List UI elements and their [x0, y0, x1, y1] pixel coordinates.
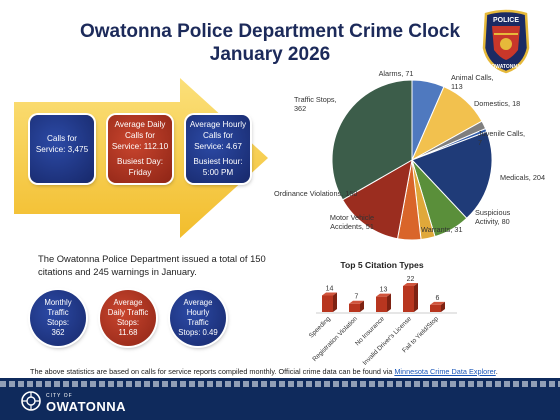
- footnote: The above statistics are based on calls …: [30, 367, 540, 376]
- badge-top-text: POLICE: [493, 17, 519, 24]
- daily-line3: Service: 112.10: [111, 142, 169, 151]
- monthly-line3: Stops:: [46, 318, 70, 327]
- police-badge-icon: POLICE OWATONNA: [482, 9, 530, 74]
- average-daily-calls-box: Average Daily Calls for Service: 112.10 …: [108, 115, 172, 183]
- footer-city-label: CITY OF: [46, 393, 73, 399]
- city-logo-icon: [21, 391, 41, 411]
- pie-label-domestics: Domestics, 18: [474, 99, 520, 108]
- pie-label-animal-calls: Animal Calls, 113: [451, 73, 494, 91]
- calls-pie-chart: Alarms, 71 Animal Calls, 113 Domestics, 18 J…: [274, 69, 545, 241]
- citation-value-no-insurance: 13: [380, 287, 388, 294]
- calls-line1: Calls for: [46, 134, 78, 143]
- hourly-circle-line4: Stops: 0.49: [178, 328, 218, 337]
- daily-circle-line1: Average: [113, 298, 143, 307]
- pie-label-traffic-stops: Traffic Stops, 362: [294, 95, 337, 113]
- citation-value-speeding: 14: [326, 285, 334, 292]
- citation-value-registration-violation: 7: [355, 294, 359, 301]
- badge-bottom-text: OWATONNA: [491, 64, 521, 70]
- footer-pattern: [0, 381, 560, 387]
- daily-line1: Average Daily: [114, 120, 166, 129]
- page-subtitle: January 2026: [209, 44, 331, 65]
- citation-bar-speeding: [322, 292, 337, 312]
- daily-line2: Calls for: [124, 131, 156, 140]
- citation-bar-invalid-driver-s-license: [403, 283, 418, 312]
- pie-label-ordinance-violations: Ordinance Violations, 150: [274, 189, 357, 198]
- busiest-day-label: Busiest Day:: [117, 157, 163, 166]
- pie-label-motor-vehicle-accidents: Motor Vehicle Accidents, 51: [330, 213, 374, 231]
- daily-circle-line2: Daily Traffic: [107, 308, 149, 317]
- monthly-line2: Traffic: [47, 308, 69, 317]
- citation-category-speeding: Speeding: [308, 315, 332, 339]
- pie-label-alarms: Alarms, 71: [379, 69, 414, 78]
- citation-bar-chart: Top 5 Citation Types 14 Speeding 7 Registrat…: [308, 260, 457, 366]
- calls-line2: Service: 3,475: [35, 145, 89, 154]
- busiest-hour-value: 5:00 PM: [202, 168, 234, 177]
- citation-chart-title: Top 5 Citation Types: [340, 260, 423, 270]
- hourly-traffic-stops-circle: Average Hourly Traffic Stops: 0.49: [170, 290, 226, 346]
- hourly-circle-line1: Average: [183, 298, 213, 307]
- hourly-line3: Service: 4.67: [194, 142, 242, 151]
- citation-bar-registration-violation: [349, 300, 364, 312]
- hourly-line1: Average Hourly: [189, 120, 247, 129]
- monthly-traffic-stops-circle: Monthly Traffic Stops: 362: [30, 290, 86, 346]
- page-title: Owatonna Police Department Crime Clock: [79, 21, 461, 42]
- pie-slice-ordinance-violations: [341, 159, 413, 240]
- footnote-end: .: [495, 367, 498, 376]
- daily-traffic-stops-circle: Average Daily Traffic Stops: 11.68: [100, 290, 156, 346]
- citation-category-registration-violation: Registration Violation: [311, 315, 359, 363]
- pie-slice-medicals: [411, 130, 493, 220]
- pie-label-medicals: Medicals, 204: [500, 173, 545, 182]
- monthly-line4: 362: [51, 328, 65, 337]
- footnote-text: The above statistics are based on calls …: [30, 367, 395, 376]
- citations-summary-text: The Owatonna Police Department issued a …: [38, 253, 266, 277]
- hourly-circle-line3: Traffic: [187, 318, 209, 327]
- pie-label-juvenile-calls: Juvenile Calls, 7: [478, 129, 525, 147]
- citation-value-fail-to-yield-stop: 6: [436, 295, 440, 302]
- busiest-hour-label: Busiest Hour:: [193, 157, 243, 166]
- citation-bar-fail-to-yield-stop: [430, 301, 445, 312]
- citation-category-invalid-driver-s-license: Invalid Driver's License: [362, 315, 414, 366]
- crime-data-explorer-link[interactable]: Minnesota Crime Data Explorer: [394, 367, 496, 376]
- monthly-line1: Monthly: [44, 298, 72, 307]
- hourly-circle-line2: Hourly: [186, 308, 210, 317]
- calls-for-service-box: Calls for Service: 3,475: [30, 115, 94, 183]
- pie-label-warrants: Warrants, 31: [421, 225, 463, 234]
- daily-circle-line3: Stops:: [116, 318, 140, 327]
- pie-label-suspicious-activity: Suspicious Activity, 80: [475, 208, 511, 226]
- footer-city-name: OWATONNA: [46, 399, 127, 414]
- daily-circle-line4: 11.68: [118, 328, 138, 337]
- citation-value-invalid-driver-s-license: 22: [407, 276, 415, 283]
- pie-slice-traffic-stops: [331, 79, 413, 201]
- citation-bar-no-insurance: [376, 293, 391, 312]
- average-hourly-calls-box: Average Hourly Calls for Service: 4.67 B…: [186, 115, 250, 183]
- busiest-day-value: Friday: [128, 168, 152, 177]
- hourly-line2: Calls for: [202, 131, 234, 140]
